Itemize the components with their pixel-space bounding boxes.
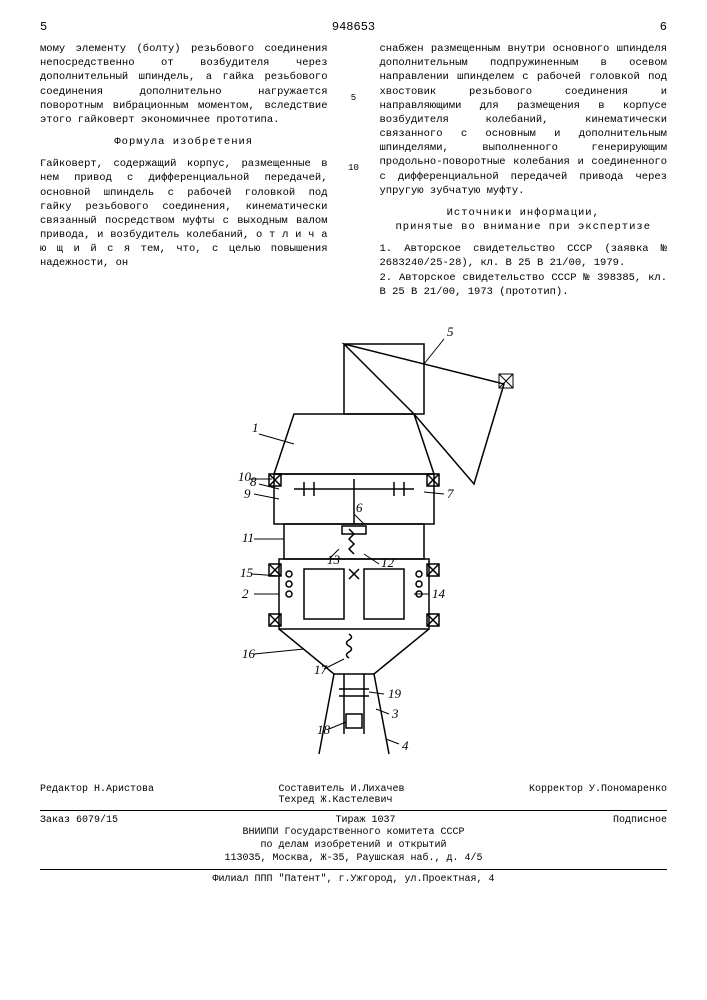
branch: Филиал ППП "Патент", г.Ужгород, ул.Проек… [40,874,667,885]
org2: по делам изобретений и открытий [40,839,667,852]
patent-page: 5 948653 6 мому элементу (болту) резьбов… [0,0,707,1000]
compiler-techred: Составитель И.Лихачев Техред Ж.Кастелеви… [278,784,404,806]
svg-text:5: 5 [447,324,454,339]
figure: 1 5 8 9 10 7 11 13 6 12 2 15 14 16 17 19… [40,314,667,774]
line-num-10: 10 [348,162,359,174]
left-para2: Гайковерт, содержащий корпус, размещенны… [40,157,328,270]
svg-text:8: 8 [250,474,257,489]
svg-text:9: 9 [244,486,251,501]
line-number-gutter: 5 10 [348,42,360,299]
source-1: 1. Авторское свидетельство СССР (заявка … [380,242,668,270]
divider-1 [40,810,667,811]
svg-text:4: 4 [402,738,409,753]
corrector: Корректор У.Пономаренко [529,784,667,806]
sources-title: Источники информации, принятые во вниман… [380,206,668,234]
svg-text:10: 10 [238,469,252,484]
svg-text:12: 12 [381,555,395,570]
mechanical-drawing: 1 5 8 9 10 7 11 13 6 12 2 15 14 16 17 19… [164,314,544,774]
svg-text:18: 18 [317,722,331,737]
svg-text:3: 3 [391,706,399,721]
address: 113035, Москва, Ж-35, Раушская наб., д. … [40,852,667,865]
formula-title: Формула изобретения [40,135,328,149]
svg-text:7: 7 [447,486,454,501]
credits-row: Редактор Н.Аристова Составитель И.Лихаче… [40,784,667,806]
page-header: 5 948653 6 [40,20,667,34]
right-column: снабжен размещенным внутри основного шпи… [380,42,668,299]
svg-text:17: 17 [314,662,328,677]
left-para1: мому элементу (болту) резьбового соедине… [40,42,328,127]
patent-number: 948653 [47,20,660,34]
subscription: Подписное [613,815,667,826]
order: Заказ 6079/15 [40,815,118,826]
text-columns: мому элементу (болту) резьбового соедине… [40,42,667,299]
svg-text:14: 14 [432,586,446,601]
left-page-num: 5 [40,20,47,34]
order-row: Заказ 6079/15 Тираж 1037 Подписное [40,815,667,826]
svg-text:11: 11 [242,530,254,545]
left-column: мому элементу (болту) резьбового соедине… [40,42,328,299]
line-num-5: 5 [351,92,356,104]
svg-text:15: 15 [240,565,254,580]
divider-2 [40,869,667,870]
source-2: 2. Авторское свидетельство СССР № 398385… [380,271,668,299]
org-block: ВНИИПИ Государственного комитета СССР по… [40,826,667,865]
editor: Редактор Н.Аристова [40,784,154,806]
svg-text:19: 19 [388,686,402,701]
svg-text:16: 16 [242,646,256,661]
tirazh: Тираж 1037 [335,815,395,826]
svg-text:2: 2 [242,586,249,601]
footer: Редактор Н.Аристова Составитель И.Лихаче… [40,784,667,885]
svg-text:1: 1 [252,420,259,435]
right-page-num: 6 [660,20,667,34]
svg-text:13: 13 [327,552,341,567]
right-para1: снабжен размещенным внутри основного шпи… [380,42,668,198]
org1: ВНИИПИ Государственного комитета СССР [40,826,667,839]
svg-text:6: 6 [356,500,363,515]
